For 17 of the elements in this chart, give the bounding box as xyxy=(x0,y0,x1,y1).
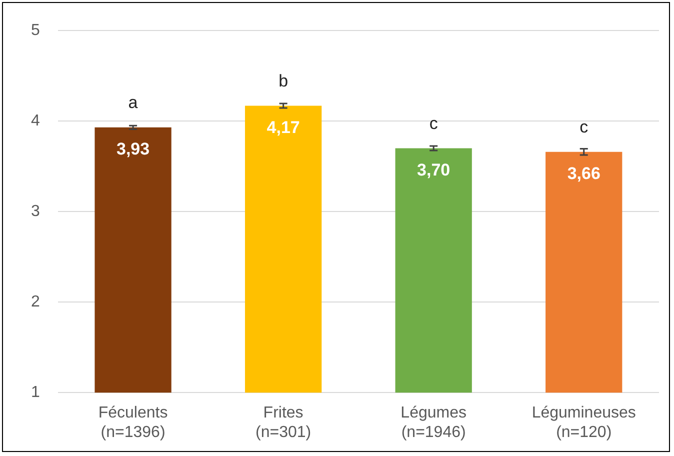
x-tick-label: Légumineuses (n=120) xyxy=(532,404,636,441)
y-tick-label: 2 xyxy=(30,294,40,311)
x-tick-label: Frites (n=301) xyxy=(256,404,312,441)
x-tick-label: Légumes (n=1946) xyxy=(400,404,466,441)
y-tick-label: 4 xyxy=(30,112,40,130)
y-tick-label: 1 xyxy=(30,384,40,402)
annotation: c xyxy=(429,114,438,133)
x-tick-label: Féculents (n=1396) xyxy=(98,404,168,441)
y-tick-label: 3 xyxy=(30,203,40,220)
y-tick-label: 5 xyxy=(30,22,40,40)
annotation: a xyxy=(128,93,138,112)
annotation: b xyxy=(278,71,288,90)
annotation: c xyxy=(580,118,589,137)
data-label: 3,66 xyxy=(567,164,600,184)
data-label: 3,93 xyxy=(116,140,150,159)
data-label: 4,17 xyxy=(266,118,300,137)
data-label: 3,70 xyxy=(417,160,450,180)
